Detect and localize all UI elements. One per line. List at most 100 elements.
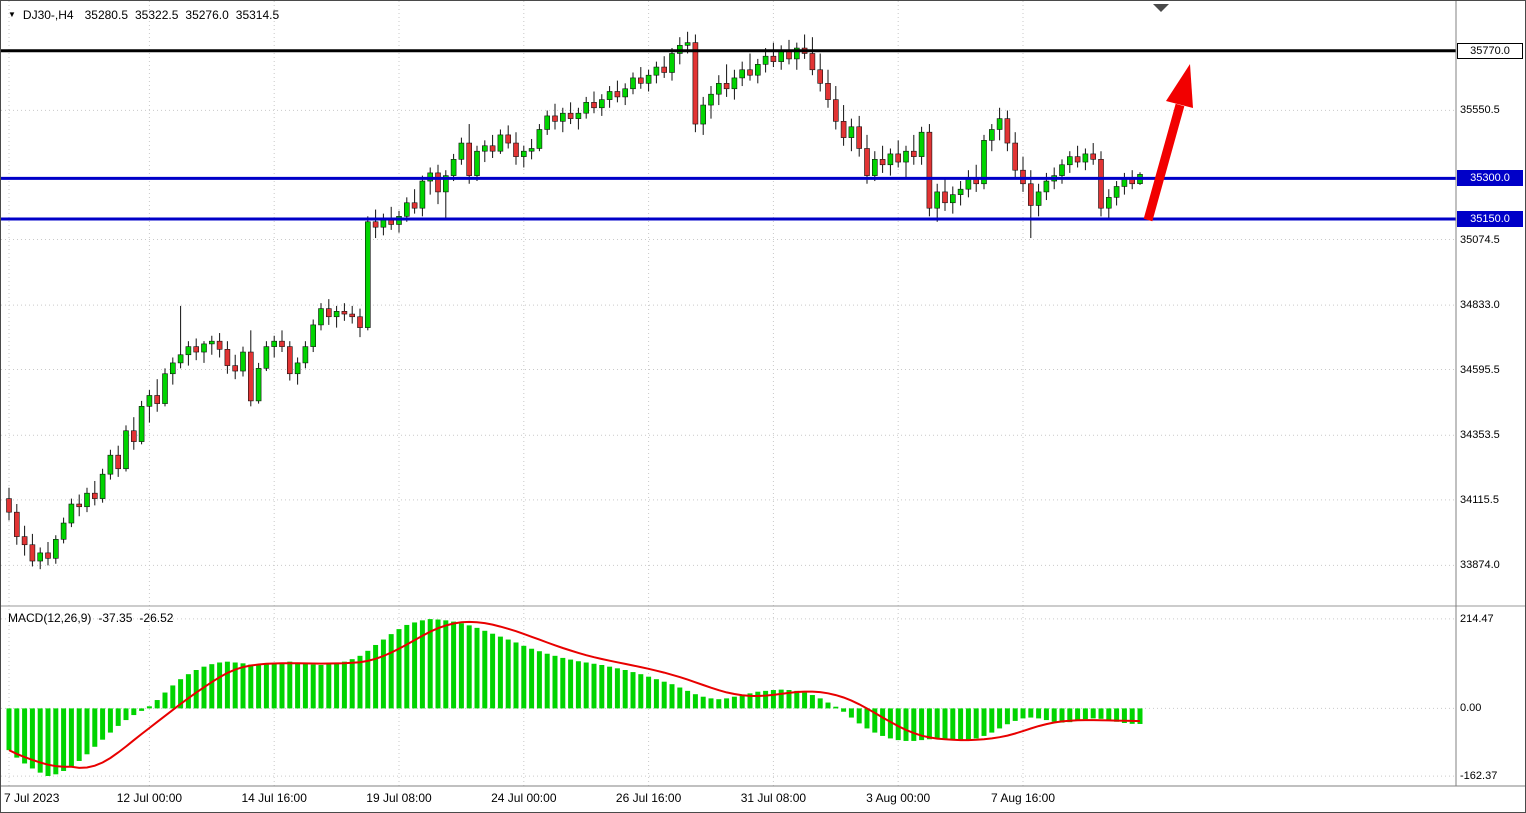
- macd-bar: [950, 708, 956, 741]
- candle: [1098, 151, 1104, 217]
- macd-bar: [942, 708, 948, 740]
- macd-bar: [521, 645, 527, 709]
- candle-body: [520, 150, 527, 157]
- macd-bar: [591, 663, 597, 709]
- macd-bar: [373, 644, 379, 709]
- macd-bar: [310, 664, 316, 709]
- macd-bar: [45, 708, 51, 776]
- candle: [1035, 183, 1042, 217]
- macd-bar: [505, 639, 511, 709]
- candle: [450, 153, 457, 182]
- candle: [809, 37, 816, 76]
- candle-body: [910, 150, 917, 157]
- price-tick-label: 34595.5: [1460, 363, 1500, 376]
- candle: [481, 140, 488, 163]
- macd-bar: [981, 708, 987, 736]
- macd-bar: [29, 708, 35, 769]
- candle: [988, 124, 995, 152]
- trend-arrow-head[interactable]: [1166, 64, 1193, 108]
- time-axis-label: 26 Jul 16:00: [615, 791, 682, 805]
- candle-body: [372, 221, 379, 228]
- candle: [37, 547, 44, 570]
- macd-bar: [248, 664, 254, 709]
- candle-body: [739, 69, 746, 79]
- candle-body: [29, 544, 36, 562]
- candle-body: [708, 93, 714, 106]
- macd-tick-label: 214.47: [1460, 612, 1494, 625]
- candle: [591, 91, 597, 114]
- macd-bar: [934, 708, 940, 739]
- candle-body: [793, 47, 800, 60]
- macd-bar: [1059, 708, 1065, 723]
- macd-bar: [115, 708, 121, 726]
- candle: [731, 69, 738, 100]
- candle-body: [419, 180, 426, 209]
- candle: [793, 42, 800, 70]
- candle-body: [450, 159, 457, 176]
- macd-bar: [217, 662, 223, 709]
- candle: [700, 96, 707, 135]
- candle: [92, 480, 98, 506]
- candle-body: [505, 134, 512, 144]
- candle: [123, 425, 129, 472]
- macd-bar: [630, 672, 636, 709]
- candle-body: [1090, 153, 1096, 160]
- candle-body: [754, 64, 761, 76]
- candle: [637, 67, 644, 89]
- macd-bar: [903, 708, 909, 741]
- macd-bar: [919, 708, 925, 741]
- candle-body: [52, 539, 59, 559]
- macd-bar: [661, 681, 667, 709]
- macd-bar: [53, 708, 59, 775]
- macd-bar: [872, 708, 878, 733]
- candle-body: [598, 99, 605, 109]
- macd-bar: [755, 691, 761, 709]
- macd-bar: [973, 708, 979, 739]
- candle-body: [809, 53, 816, 71]
- candle: [614, 80, 621, 103]
- candle-body: [481, 145, 488, 152]
- candle: [528, 138, 535, 160]
- scroll-to-end-icon[interactable]: [1153, 4, 1169, 12]
- macd-bar: [490, 633, 496, 709]
- candle-body: [1043, 180, 1050, 193]
- macd-bar: [279, 662, 285, 709]
- macd-bar: [209, 664, 215, 709]
- ohlc-open-value: 35280.5: [84, 8, 128, 22]
- candle-body: [232, 365, 238, 372]
- macd-bar: [388, 634, 394, 709]
- macd-tick-label: -162.37: [1460, 770, 1498, 783]
- macd-bar: [677, 687, 683, 709]
- macd-bar: [1106, 708, 1112, 721]
- candle-body: [364, 221, 371, 328]
- candle-body: [279, 340, 285, 347]
- candle-body: [162, 373, 168, 404]
- macd-bar: [794, 690, 800, 709]
- macd-bar: [997, 708, 1003, 729]
- macd-bar: [763, 690, 769, 709]
- macd-indicator-header: MACD(12,26,9) -37.35 -26.52: [8, 611, 173, 625]
- macd-bar: [1075, 708, 1081, 721]
- macd-bar: [68, 708, 74, 767]
- candle: [325, 299, 332, 325]
- candle: [193, 338, 199, 361]
- macd-bar: [716, 699, 722, 709]
- candle-body: [871, 159, 878, 176]
- candle: [536, 124, 543, 152]
- trend-arrow-shaft[interactable]: [1143, 103, 1185, 222]
- candle: [840, 105, 847, 146]
- candle: [99, 468, 106, 503]
- macd-line-value: -37.35: [98, 611, 133, 625]
- macd-bar: [100, 708, 106, 740]
- macd-bar: [529, 648, 535, 709]
- candle-body: [1113, 186, 1120, 198]
- candle: [318, 303, 324, 331]
- candle: [583, 96, 590, 119]
- candle: [115, 445, 121, 477]
- candle-body: [411, 202, 418, 209]
- macd-bar: [349, 659, 355, 709]
- price-tick-label: 34833.0: [1460, 299, 1500, 312]
- candle: [29, 533, 36, 567]
